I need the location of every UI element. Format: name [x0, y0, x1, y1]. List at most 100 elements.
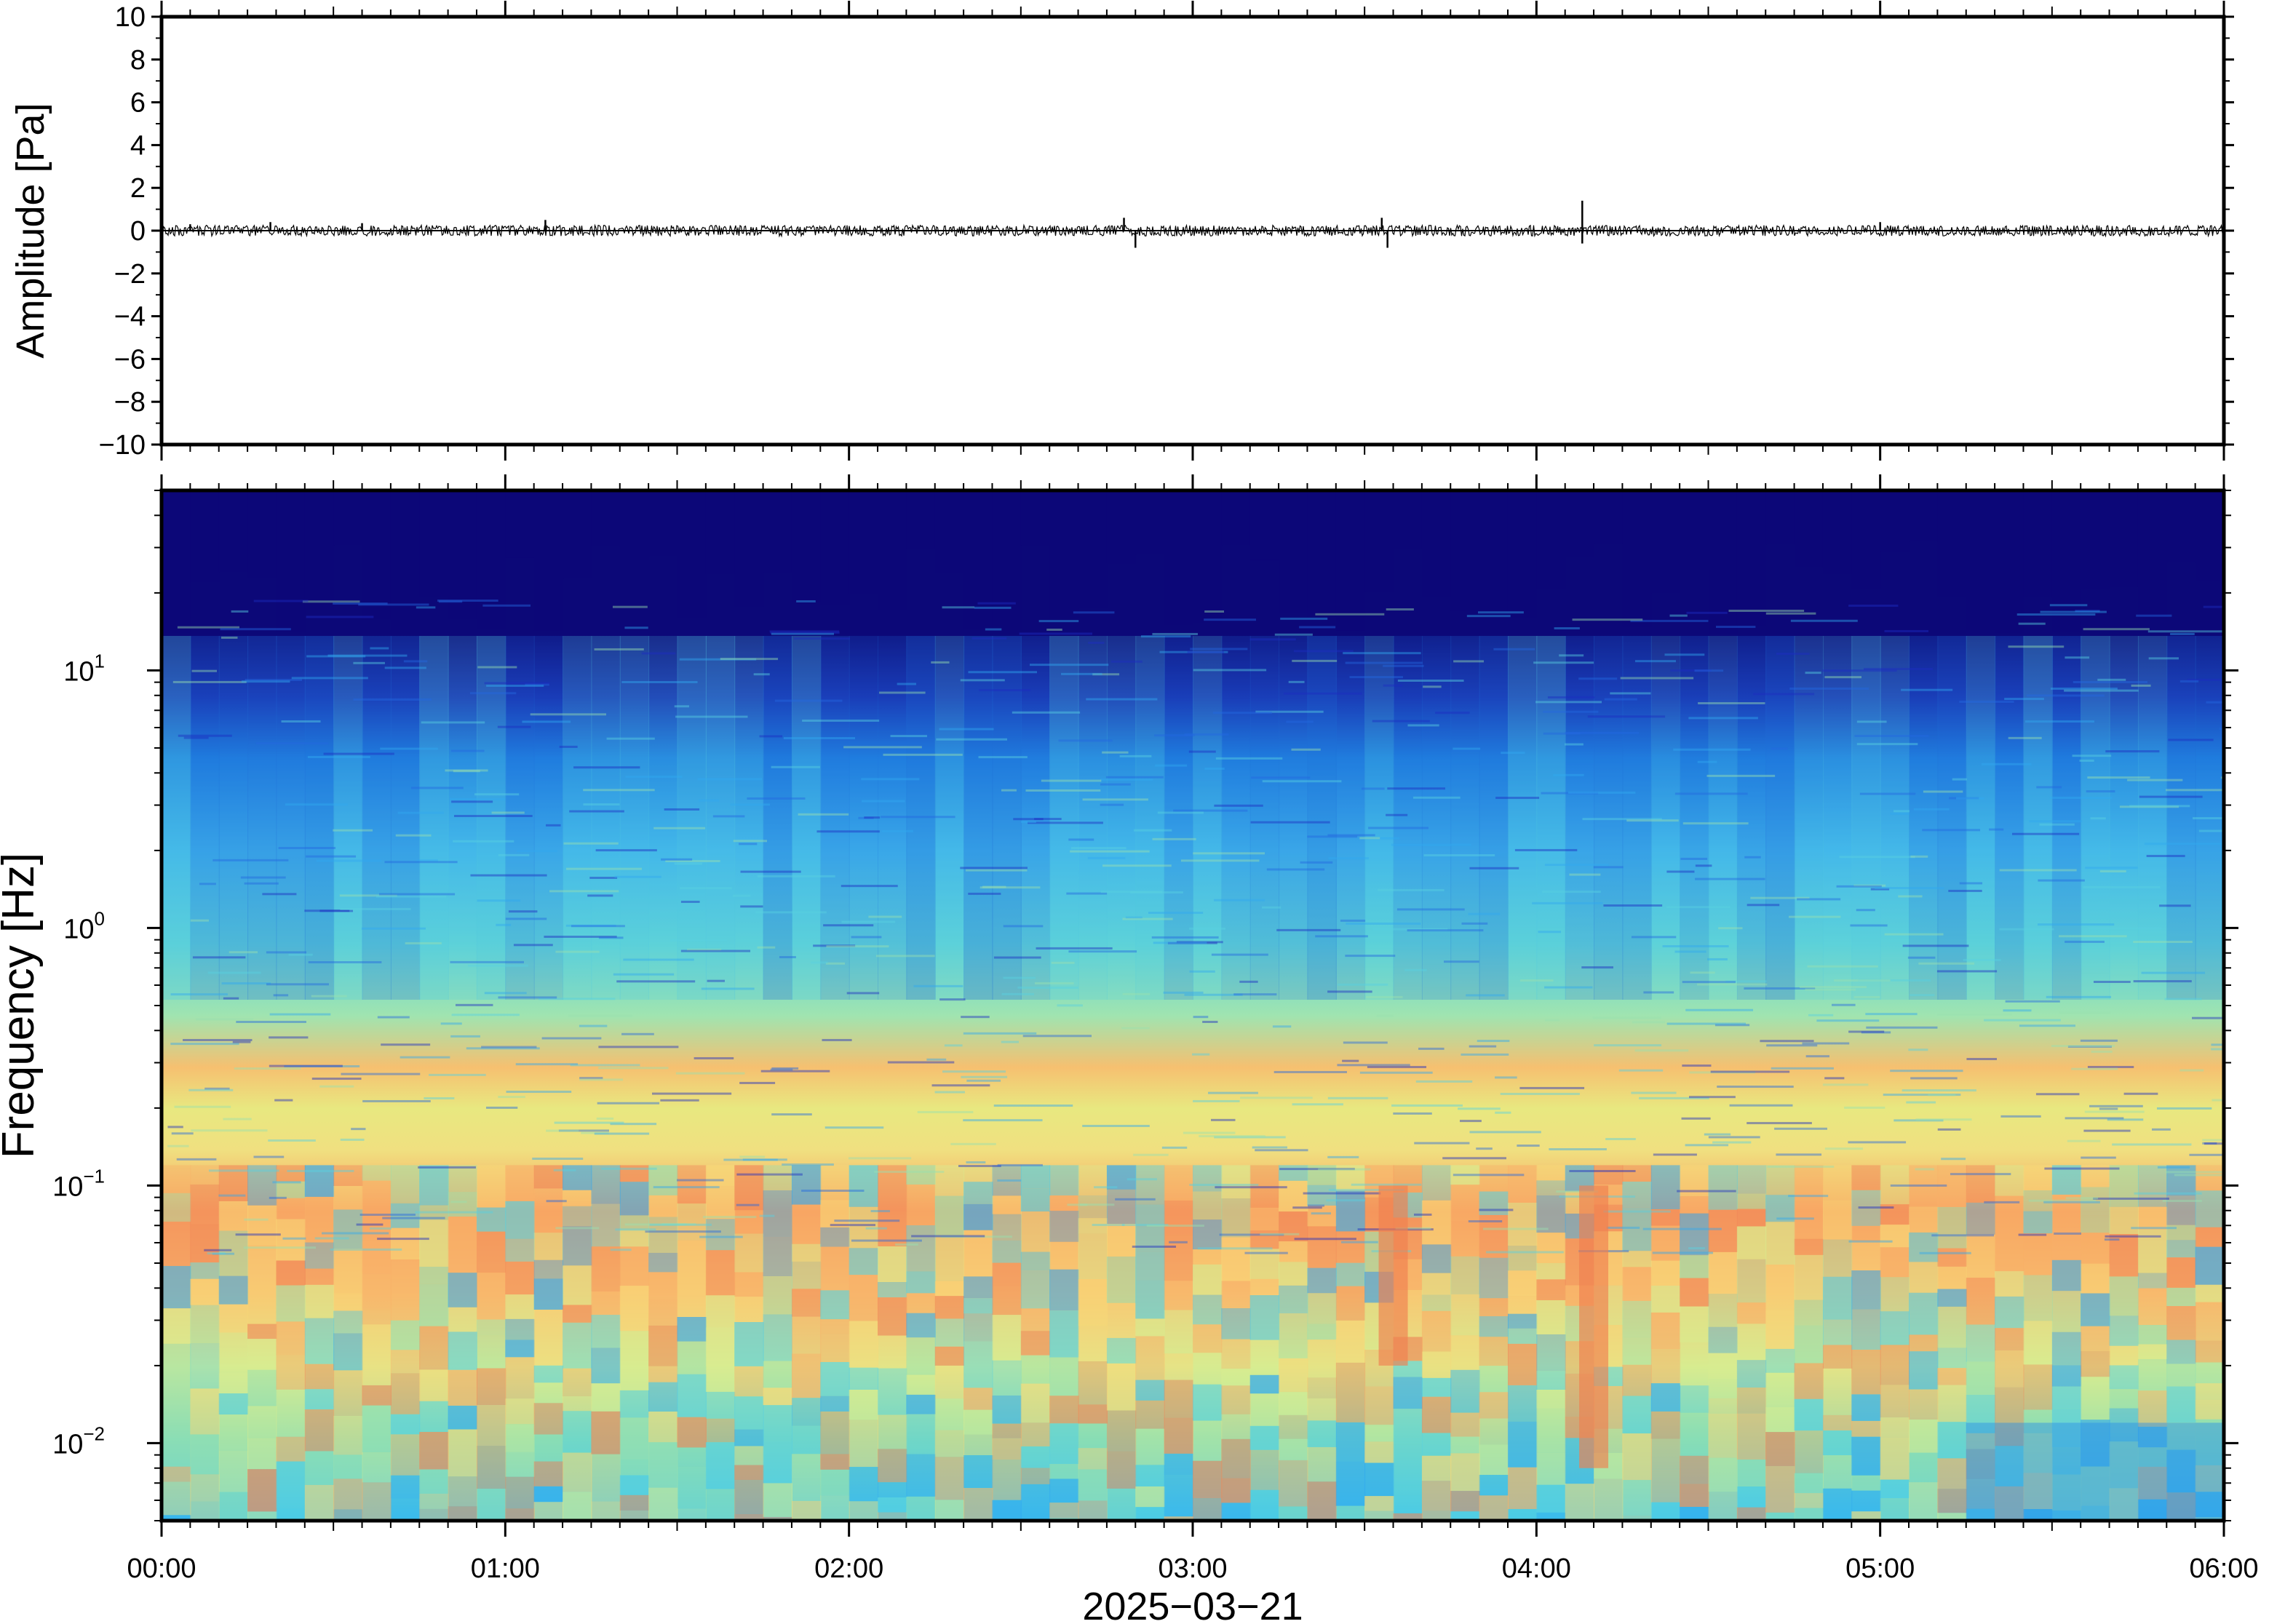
spectrogram-cell — [1680, 1455, 1709, 1484]
spectrogram-streak — [1468, 1220, 1503, 1223]
spectrogram-streak — [1190, 648, 1248, 650]
spectrogram-streak — [1686, 611, 1728, 614]
spectrogram-streak — [2019, 1024, 2076, 1027]
spectrogram-cell — [1221, 1478, 1251, 1503]
spectrogram-streak — [358, 603, 429, 606]
spectrogram-cell — [1279, 1211, 1308, 1242]
spectrogram-cell — [1736, 1387, 1767, 1414]
spectrogram-streak — [826, 945, 889, 948]
spectrogram-streak — [1519, 1086, 1585, 1089]
spectrogram-streak — [2131, 684, 2151, 687]
spectrogram-cell — [1049, 1464, 1079, 1479]
spectrogram-streak — [979, 689, 1031, 692]
spectrogram-streak — [2000, 1115, 2041, 1118]
spectrogram-streak — [936, 738, 1007, 741]
spectrogram-streak — [675, 715, 748, 718]
spectrogram-streak — [1856, 909, 1875, 912]
spectrogram-streak — [234, 1067, 301, 1070]
spectrogram-streak — [1708, 1136, 1760, 1139]
spectrogram-streak — [333, 829, 373, 832]
spectrogram-streak — [733, 894, 751, 897]
spectrogram-streak — [1292, 1103, 1343, 1106]
spectrogram-streak — [1157, 811, 1204, 814]
spectrogram-cell — [791, 1261, 822, 1289]
spectrogram-streak — [2157, 1166, 2190, 1169]
spectrogram-dark-cap — [1450, 490, 1480, 611]
spectrogram-streak — [1767, 1165, 1835, 1168]
spectrogram-streak — [1391, 843, 1471, 846]
spectrogram-streak — [1193, 1099, 1240, 1102]
spectrogram-cell — [1736, 1324, 1767, 1361]
spectrogram-streak — [587, 894, 613, 897]
spectrogram-streak — [2104, 1238, 2120, 1241]
spectrogram-streak — [382, 1217, 445, 1219]
spectrogram-streak — [824, 1126, 884, 1129]
spectrogram-streak — [207, 971, 261, 974]
spectrogram-streak — [1805, 1055, 1829, 1058]
spectrogram-streak — [1086, 698, 1158, 701]
spectrogram-cell — [1020, 1422, 1051, 1446]
spectrogram-streak — [453, 814, 533, 817]
spectrogram-cell — [448, 1369, 477, 1406]
spectrogram-cell — [1594, 1165, 1624, 1185]
spectrogram-streak — [178, 734, 232, 737]
spectrogram-streak — [1058, 739, 1113, 742]
spectrogram-cell — [1507, 1270, 1538, 1297]
spectrogram-streak — [1318, 1168, 1371, 1171]
spectrogram-streak — [861, 778, 920, 781]
spectrogram-streak — [517, 850, 557, 853]
spectrogram-streak — [1299, 626, 1336, 629]
spectrogram-cell — [1822, 1200, 1853, 1240]
spectrogram-cell — [1020, 1165, 1051, 1189]
spectrogram-cell — [2166, 1240, 2196, 1258]
spectrogram-dark-cap — [1221, 490, 1251, 546]
spectrogram-mid-column — [934, 636, 965, 1000]
spectrogram-cell — [2081, 1505, 2110, 1521]
spectrogram-streak — [1193, 852, 1265, 855]
spectrogram-streak — [939, 998, 966, 1001]
spectrogram-streak — [1415, 1080, 1473, 1083]
spectrogram-cell — [1765, 1406, 1795, 1433]
spectrogram-streak — [811, 961, 828, 964]
spectrogram-streak — [1620, 677, 1694, 680]
spectrogram-streak — [1766, 1044, 1818, 1047]
spectrogram-cell — [1106, 1488, 1137, 1521]
spectrogram-cell — [1193, 1324, 1223, 1353]
spectrogram-quiet-region — [1966, 1422, 2224, 1521]
spectrogram-streak — [1460, 1120, 1482, 1123]
spectrogram-cell — [1536, 1484, 1566, 1513]
spectrogram-streak — [1189, 1183, 1259, 1186]
spectrogram-cell — [1421, 1351, 1452, 1378]
spectrogram-streak — [571, 925, 625, 928]
spectrogram-cell — [276, 1181, 306, 1198]
spectrogram-cell — [2109, 1365, 2139, 1390]
spectrogram-cell — [1450, 1165, 1480, 1185]
spectrogram-cell — [1221, 1165, 1251, 1199]
spectrogram-cell — [218, 1373, 249, 1394]
spectrogram-streak — [322, 1232, 389, 1235]
spectrogram-streak — [2202, 1142, 2217, 1145]
spectrogram-cell — [362, 1241, 392, 1274]
spectrogram-streak — [481, 1046, 537, 1048]
spectrogram-cell — [1479, 1214, 1509, 1258]
time-tick-label: 04:00 — [1502, 1553, 1571, 1584]
spectrogram-dark-cap — [2137, 490, 2168, 619]
spectrogram-streak — [268, 1139, 316, 1142]
spectrogram-streak — [623, 958, 694, 961]
spectrogram-cell — [1966, 1324, 1996, 1362]
spectrogram-streak — [1068, 950, 1137, 953]
spectrogram-streak — [1863, 667, 1934, 670]
spectrogram-streak — [1959, 882, 1983, 885]
spectrogram-cell — [1049, 1211, 1079, 1242]
spectrogram-streak — [739, 1155, 766, 1158]
spectrogram-streak — [1397, 679, 1464, 682]
spectrogram-cell — [1650, 1411, 1681, 1439]
spectrogram-streak — [1532, 901, 1603, 904]
spectrogram-streak — [960, 679, 1005, 682]
spectrogram-streak — [1102, 864, 1172, 867]
spectrogram-dark-cap — [2023, 490, 2053, 597]
spectrogram-mid-column — [1307, 636, 1337, 1000]
spectrogram-streak — [1728, 609, 1805, 612]
spectrogram-cell — [849, 1390, 879, 1420]
spectrogram-streak — [1034, 818, 1062, 821]
